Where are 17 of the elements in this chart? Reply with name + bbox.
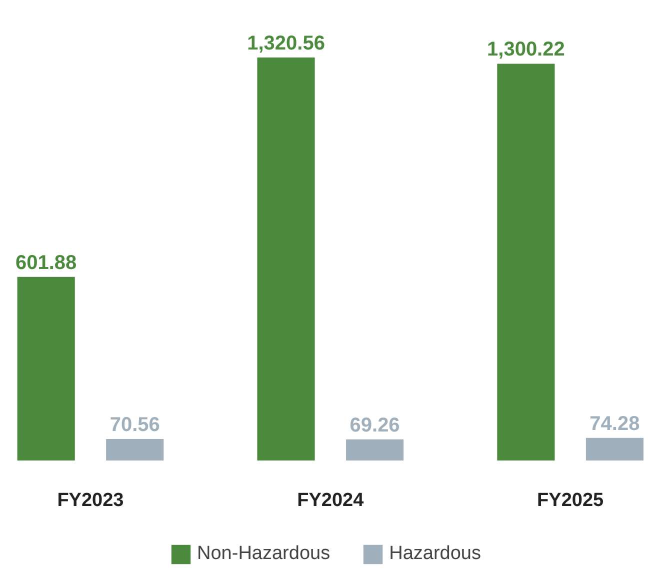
legend-label: Hazardous [389, 543, 481, 565]
data-label: 69.26 [350, 414, 400, 436]
bar [346, 439, 404, 460]
data-label: 1,300.22 [487, 38, 565, 61]
bar [257, 58, 315, 460]
bar [586, 438, 644, 460]
data-label: 70.56 [110, 414, 160, 436]
bar [497, 64, 555, 460]
bar [106, 438, 164, 460]
data-label: 1,320.56 [247, 32, 325, 54]
x-tick-label: FY2023 [57, 490, 124, 511]
x-tick-label: FY2025 [537, 490, 604, 511]
x-tick-label: FY2024 [297, 490, 364, 511]
data-label: 601.88 [16, 252, 77, 274]
legend-label: Non-Hazardous [197, 543, 330, 565]
data-label: 74.28 [590, 412, 640, 435]
bar [17, 276, 75, 460]
